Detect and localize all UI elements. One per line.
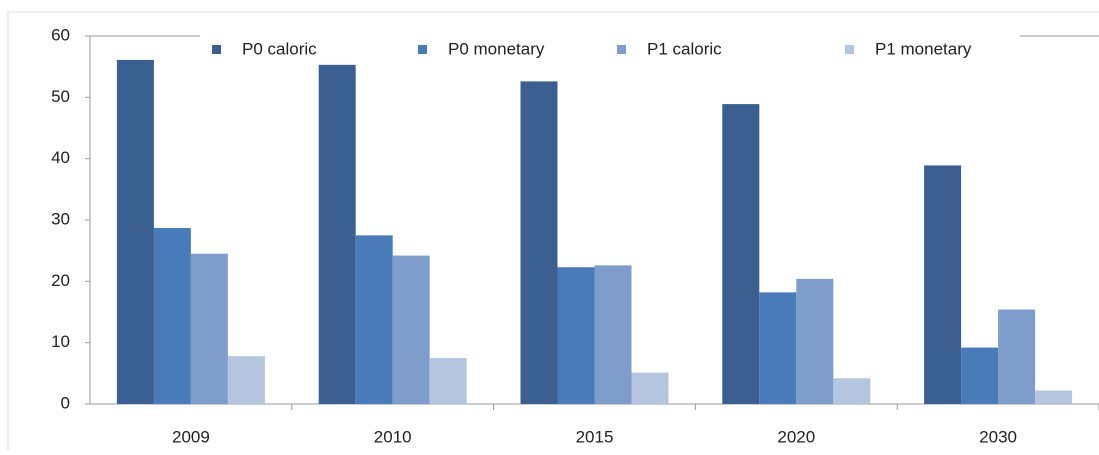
bar (520, 81, 558, 405)
bar (227, 356, 265, 404)
legend-label: P1 caloric (647, 39, 722, 58)
chart-frame (7, 11, 1099, 455)
bar (796, 278, 834, 404)
legend-swatch (617, 45, 626, 54)
bar (355, 235, 393, 404)
y-tick-label: 30 (51, 209, 70, 228)
y-tick-label: 10 (51, 332, 70, 351)
x-tick-label: 2009 (172, 427, 210, 446)
bar (392, 255, 430, 404)
bar (998, 309, 1036, 404)
x-tick-label: 2030 (979, 427, 1017, 446)
legend-label: P1 monetary (875, 39, 972, 58)
bar (594, 265, 632, 404)
y-tick-label: 0 (61, 393, 70, 412)
bar (153, 227, 191, 404)
legend-swatch (418, 45, 427, 54)
legend-label: P0 monetary (448, 39, 545, 58)
legend-box (200, 24, 1020, 54)
bar (924, 165, 962, 404)
x-tick-label: 2015 (576, 427, 614, 446)
bar (190, 253, 228, 404)
bar (116, 59, 154, 405)
bar (318, 64, 356, 405)
y-tick-label: 20 (51, 271, 70, 290)
legend-label: P0 caloric (242, 39, 317, 58)
x-tick-label: 2020 (777, 427, 815, 446)
bar (1035, 390, 1073, 404)
y-tick-label: 40 (51, 148, 70, 167)
bar (631, 372, 669, 404)
bar (833, 378, 871, 404)
x-tick-label: 2010 (374, 427, 412, 446)
bar (759, 292, 797, 404)
bar (961, 347, 999, 404)
bar (557, 267, 595, 404)
y-tick-label: 50 (51, 87, 70, 106)
legend-swatch (212, 45, 221, 54)
y-tick-label: 60 (51, 25, 70, 44)
bar (722, 104, 760, 404)
bar (429, 358, 467, 404)
legend-swatch (845, 45, 854, 54)
